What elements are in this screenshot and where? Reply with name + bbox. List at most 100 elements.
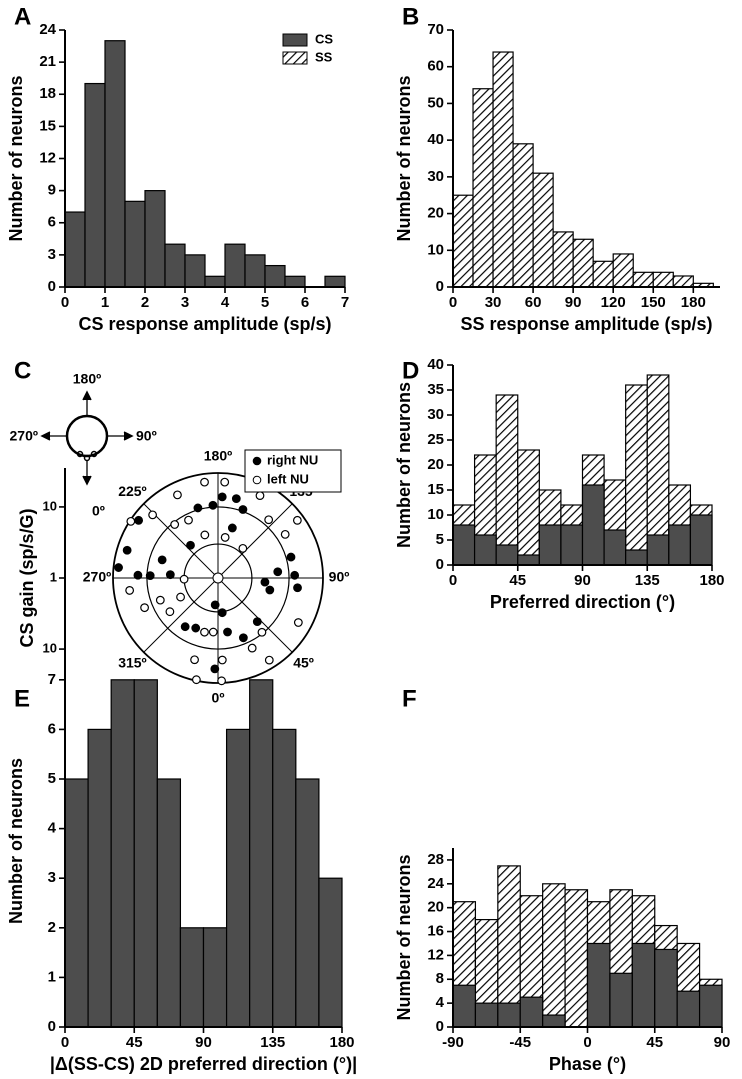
- y-axis-label: Number of neurons: [6, 75, 26, 241]
- y-tick-label: 70: [427, 21, 444, 38]
- x-tick-label: 1: [101, 294, 109, 311]
- legend-label: left NU: [267, 471, 309, 486]
- x-tick-label: 90: [574, 572, 591, 589]
- bar: [184, 254, 206, 288]
- bar: [519, 996, 544, 1028]
- x-axis-label: |Δ(SS-CS) 2D preferred direction (°)|: [50, 1054, 357, 1074]
- point: [293, 583, 302, 593]
- point: [217, 655, 227, 665]
- bar: [625, 549, 648, 566]
- y-tick-label: 15: [427, 481, 444, 498]
- point: [286, 552, 296, 562]
- y-tick-label: 12: [427, 946, 444, 963]
- bar: [512, 143, 534, 288]
- angle-label: 225º: [118, 483, 146, 499]
- y-tick-label: 0: [436, 556, 444, 573]
- point: [140, 603, 149, 613]
- bar: [552, 231, 574, 288]
- point: [191, 623, 201, 633]
- bar: [64, 211, 86, 288]
- point: [260, 577, 270, 587]
- inset-label: 270º: [10, 428, 38, 444]
- bar: [87, 728, 112, 1028]
- bar: [144, 190, 166, 288]
- y-tick-label: 21: [39, 53, 56, 70]
- bar: [652, 271, 674, 288]
- bar: [264, 264, 286, 288]
- point: [170, 520, 180, 529]
- point: [208, 500, 218, 510]
- y-tick-label: 24: [427, 875, 444, 892]
- bar: [560, 524, 584, 566]
- point: [264, 515, 274, 525]
- inset-label: 0º: [92, 503, 105, 519]
- inset-label: 180º: [73, 371, 101, 387]
- point: [165, 570, 175, 580]
- y-tick-label: 28: [427, 851, 444, 868]
- bar: [473, 534, 497, 566]
- bar: [474, 1002, 499, 1028]
- y-tick-label: 20: [427, 899, 444, 916]
- x-tick-label: 45: [646, 1034, 663, 1051]
- point: [227, 523, 237, 533]
- bar: [632, 271, 654, 288]
- y-tick-label: 6: [48, 720, 56, 737]
- x-tick-label: 0: [449, 572, 457, 589]
- bar: [133, 679, 158, 1028]
- point: [125, 586, 135, 595]
- panel-letter: D: [402, 357, 419, 384]
- y-tick-label: 30: [427, 168, 444, 185]
- gain-tick-label: 10: [43, 498, 57, 513]
- y-tick-label: 40: [427, 131, 444, 148]
- bar: [564, 889, 589, 1028]
- bar: [538, 524, 562, 566]
- head-diagram: [40, 390, 134, 486]
- bar: [156, 778, 182, 1028]
- bar: [532, 172, 554, 288]
- point: [220, 533, 230, 542]
- x-tick-label: 5: [261, 294, 269, 311]
- point: [280, 529, 290, 539]
- y-tick-label: 20: [427, 456, 444, 473]
- point: [145, 571, 155, 581]
- bar: [542, 1014, 566, 1028]
- legend-marker: [252, 475, 262, 485]
- bar: [84, 82, 106, 288]
- x-tick-label: 90: [565, 294, 582, 311]
- y-tick-label: 5: [48, 770, 56, 787]
- bar: [492, 51, 514, 288]
- bar: [698, 984, 723, 1028]
- point: [200, 627, 209, 637]
- y-tick-label: 12: [39, 149, 56, 166]
- point: [190, 655, 199, 665]
- panel-letter: F: [402, 685, 417, 712]
- bar: [668, 524, 692, 566]
- x-tick-label: -90: [442, 1034, 464, 1051]
- x-tick-label: 135: [260, 1034, 285, 1051]
- bar: [676, 990, 701, 1028]
- point: [200, 477, 209, 487]
- y-tick-label: 0: [48, 278, 56, 295]
- point: [292, 515, 302, 525]
- point: [200, 530, 210, 540]
- bar: [318, 877, 343, 1028]
- x-axis-label: Phase (°): [549, 1054, 626, 1074]
- point: [223, 627, 232, 637]
- panel-letter: B: [402, 3, 419, 30]
- y-axis-label: Number of neurons: [394, 854, 414, 1020]
- bar: [603, 529, 627, 566]
- x-tick-label: 30: [485, 294, 502, 311]
- bar: [672, 275, 694, 288]
- x-tick-label: 120: [601, 294, 626, 311]
- bar: [609, 972, 633, 1028]
- bar: [572, 238, 594, 288]
- point: [165, 607, 175, 617]
- point: [122, 545, 132, 555]
- y-tick-label: 0: [436, 278, 444, 295]
- legend-swatch: [282, 33, 308, 47]
- x-tick-label: 3: [181, 294, 189, 311]
- y-tick-label: 3: [48, 869, 56, 886]
- bar: [495, 544, 519, 566]
- y-tick-label: 2: [48, 919, 56, 936]
- point: [155, 595, 165, 605]
